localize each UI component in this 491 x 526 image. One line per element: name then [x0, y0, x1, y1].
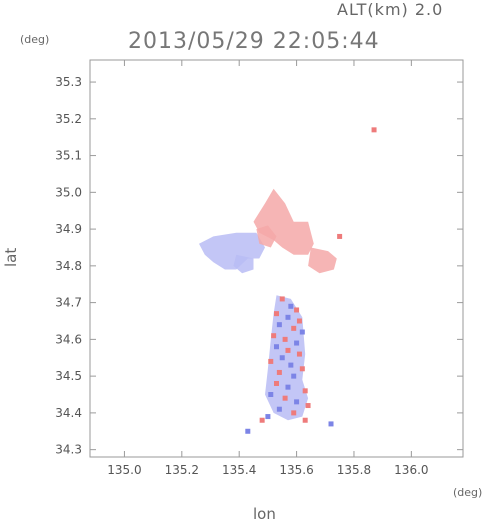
- data-point-29: [305, 403, 311, 409]
- y-tick-label: 35.0: [55, 185, 82, 199]
- data-point-12: [282, 336, 288, 342]
- y-tick-label: 34.3: [55, 443, 82, 457]
- data-point-7: [296, 318, 302, 324]
- data-point-13: [294, 340, 300, 346]
- data-point-36: [302, 417, 308, 423]
- data-point-1: [337, 233, 343, 239]
- data-point-33: [259, 417, 265, 423]
- data-point-14: [274, 344, 279, 350]
- data-point-25: [302, 388, 308, 394]
- y-tick-label: 34.6: [55, 332, 82, 346]
- data-point-11: [271, 333, 277, 339]
- data-point-27: [282, 395, 288, 401]
- x-axis-unit: (deg): [453, 486, 483, 499]
- data-point-30: [276, 406, 282, 412]
- data-point-34: [245, 428, 251, 434]
- region-central-positive-patch: [256, 225, 277, 248]
- y-axis-unit: (deg): [20, 33, 50, 46]
- data-point-35: [328, 421, 334, 427]
- data-point-0: [371, 127, 377, 133]
- data-point-16: [296, 351, 302, 357]
- x-tick-label: 136.0: [394, 463, 428, 477]
- x-tick-label: 135.8: [337, 463, 371, 477]
- data-point-18: [268, 358, 274, 364]
- data-point-32: [265, 414, 271, 420]
- data-point-21: [276, 369, 282, 375]
- y-tick-label: 34.5: [55, 369, 82, 383]
- x-tick-label: 135.0: [107, 463, 141, 477]
- region-western-negative-lobe: [233, 254, 254, 274]
- data-point-28: [294, 399, 300, 405]
- region-eastern-positive-lobe: [308, 247, 337, 274]
- data-point-3: [288, 303, 294, 309]
- y-tick-label: 35.3: [55, 75, 82, 89]
- y-axis-title: lat: [2, 247, 20, 267]
- data-point-22: [291, 373, 297, 379]
- timestamp-label: 2013/05/29 22:05:44: [128, 29, 380, 54]
- y-tick-label: 35.1: [55, 149, 82, 163]
- region-northeast-positive-cluster: [253, 188, 314, 255]
- data-point-26: [268, 392, 274, 398]
- region-western-negative-cluster: [199, 232, 265, 270]
- data-point-10: [299, 329, 305, 335]
- data-point-31: [291, 410, 297, 416]
- data-point-6: [285, 314, 291, 320]
- data-point-8: [276, 322, 282, 328]
- region-southern-mixed-band: [265, 295, 309, 421]
- x-tick-label: 135.2: [165, 463, 199, 477]
- x-tick-label: 135.6: [279, 463, 313, 477]
- plot-frame: [89, 59, 464, 458]
- data-point-19: [288, 362, 294, 368]
- y-tick-label: 34.4: [55, 406, 82, 420]
- data-point-20: [299, 366, 305, 372]
- data-point-24: [285, 384, 291, 390]
- data-point-9: [291, 325, 297, 331]
- data-point-15: [285, 347, 291, 353]
- data-point-23: [274, 380, 279, 386]
- y-tick-label: 35.2: [55, 112, 82, 126]
- data-point-2: [279, 296, 285, 302]
- altitude-label: ALT(km) 2.0: [337, 0, 444, 19]
- y-tick-label: 34.8: [55, 259, 82, 273]
- y-tick-label: 34.7: [55, 296, 82, 310]
- y-tick-label: 34.9: [55, 222, 82, 236]
- data-point-17: [279, 355, 285, 361]
- x-axis-title: lon: [253, 505, 276, 523]
- data-point-4: [294, 307, 300, 313]
- x-tick-label: 135.4: [222, 463, 256, 477]
- data-point-5: [274, 311, 279, 317]
